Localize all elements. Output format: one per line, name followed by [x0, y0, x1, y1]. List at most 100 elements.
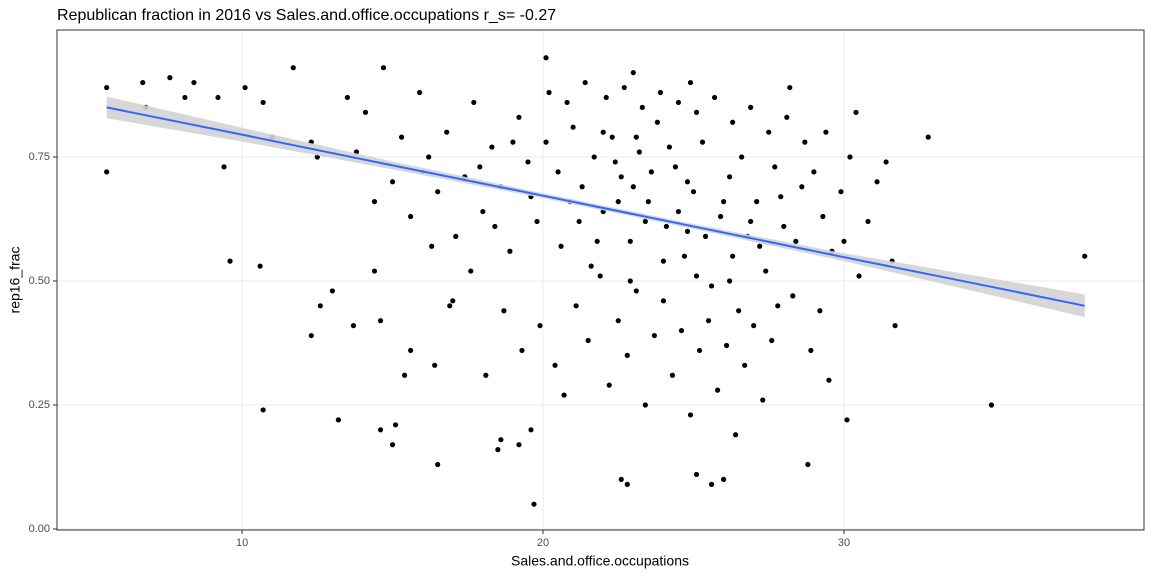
point — [754, 199, 760, 205]
point — [389, 179, 396, 185]
point — [666, 144, 673, 150]
point — [790, 293, 796, 299]
point — [507, 248, 513, 254]
point — [492, 223, 498, 230]
point — [489, 144, 495, 150]
point — [778, 194, 784, 200]
point — [727, 278, 733, 284]
point — [672, 164, 679, 170]
point — [242, 84, 248, 91]
point — [317, 303, 323, 309]
point — [104, 169, 110, 175]
y-tick-label: 0.50 — [29, 275, 50, 287]
point — [227, 258, 233, 264]
point — [678, 327, 685, 334]
point — [426, 154, 432, 160]
point — [609, 134, 615, 140]
point — [450, 298, 456, 304]
point — [705, 318, 712, 324]
point — [681, 253, 688, 259]
point — [516, 442, 522, 448]
point — [811, 169, 817, 175]
point — [736, 308, 742, 314]
point — [329, 288, 335, 294]
point — [615, 199, 621, 205]
point — [519, 347, 525, 354]
point — [618, 174, 624, 180]
point — [447, 303, 453, 309]
point — [663, 223, 670, 230]
point — [579, 184, 585, 190]
point — [799, 184, 805, 190]
point — [841, 238, 847, 244]
point — [621, 84, 627, 91]
point — [684, 179, 691, 185]
point — [471, 99, 477, 106]
point — [708, 283, 715, 289]
y-tick-label: 0.00 — [29, 523, 50, 535]
point — [763, 268, 769, 274]
point — [781, 223, 787, 230]
point — [516, 114, 522, 120]
point — [344, 94, 351, 101]
point — [495, 447, 501, 453]
point — [167, 75, 173, 81]
point — [362, 109, 369, 115]
point — [543, 55, 549, 61]
point — [696, 347, 703, 354]
point — [588, 263, 594, 269]
point — [371, 199, 378, 205]
point — [191, 79, 197, 86]
point — [892, 323, 898, 329]
point — [432, 362, 438, 368]
point — [633, 288, 639, 294]
point — [675, 99, 682, 106]
point — [805, 461, 811, 468]
point — [847, 154, 853, 160]
x-tick-label: 30 — [838, 537, 850, 549]
x-tick-label: 20 — [537, 537, 549, 549]
point — [823, 129, 829, 135]
point — [525, 159, 531, 165]
point — [808, 347, 814, 354]
point — [435, 461, 441, 468]
point — [820, 213, 826, 220]
point — [260, 407, 266, 413]
point — [444, 129, 450, 135]
point — [751, 323, 757, 329]
point — [618, 476, 624, 483]
point — [693, 471, 700, 478]
point — [561, 392, 567, 398]
point — [730, 253, 736, 259]
point — [714, 387, 721, 393]
point — [660, 258, 666, 264]
point — [733, 432, 739, 438]
point — [874, 179, 880, 185]
point — [408, 347, 414, 354]
point — [723, 342, 730, 349]
point — [826, 377, 832, 383]
point — [720, 476, 727, 483]
point — [627, 278, 633, 284]
point — [693, 109, 700, 115]
x-axis-label: Sales.and.office.occupations — [511, 553, 689, 569]
point — [534, 218, 540, 225]
point — [480, 208, 486, 215]
point — [546, 89, 552, 96]
point — [775, 303, 781, 309]
point — [600, 129, 606, 135]
point — [642, 218, 648, 225]
point — [606, 382, 612, 388]
point — [597, 273, 603, 279]
y-tick-label: 0.75 — [29, 151, 50, 163]
point — [350, 323, 357, 329]
point — [708, 481, 715, 487]
y-tick-label: 0.25 — [29, 399, 50, 411]
point — [711, 94, 718, 101]
point — [585, 337, 591, 344]
point — [648, 169, 654, 175]
point — [594, 238, 600, 244]
point — [675, 208, 682, 215]
point — [853, 109, 859, 115]
